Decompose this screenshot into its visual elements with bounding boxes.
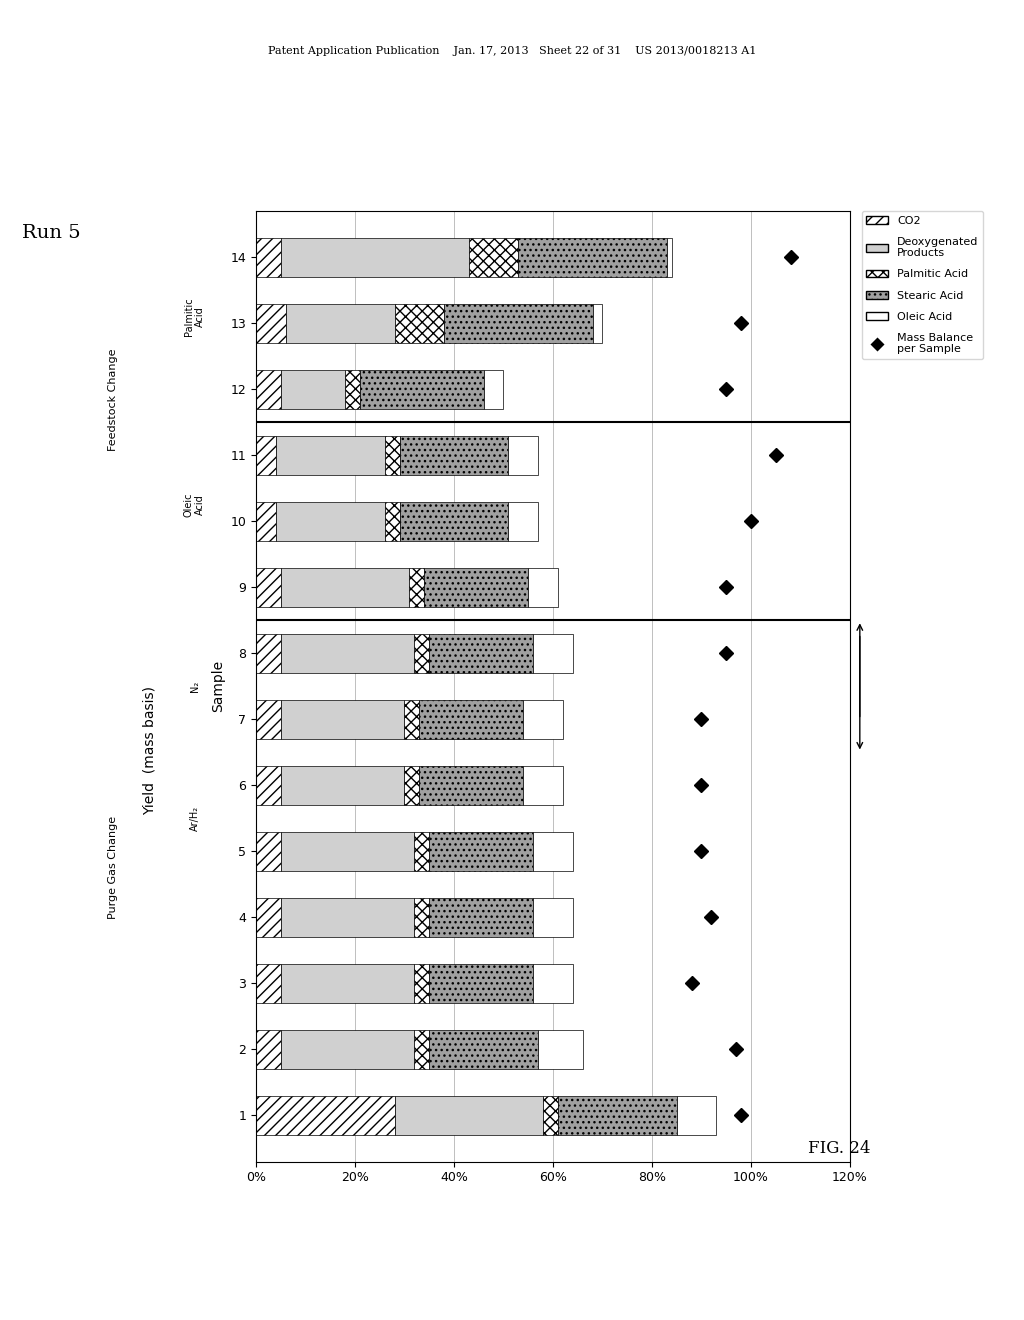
- Mass Balance
per Sample: [720, 579, 732, 595]
- Bar: [275, 436, 385, 475]
- Y-axis label: Sample: Sample: [211, 660, 225, 713]
- Bar: [534, 898, 572, 937]
- Bar: [677, 1096, 717, 1135]
- Mass Balance
per Sample: [770, 447, 782, 463]
- Bar: [404, 766, 420, 805]
- Bar: [534, 634, 572, 673]
- Bar: [399, 436, 508, 475]
- Bar: [558, 1096, 677, 1135]
- Bar: [420, 700, 523, 739]
- Mass Balance
per Sample: [695, 843, 708, 859]
- Bar: [523, 766, 563, 805]
- Bar: [256, 700, 281, 739]
- Bar: [385, 436, 399, 475]
- Bar: [528, 568, 558, 607]
- Mass Balance
per Sample: [784, 249, 797, 265]
- Bar: [256, 832, 281, 871]
- Bar: [523, 700, 563, 739]
- Bar: [286, 304, 394, 343]
- Text: Feedstock Change: Feedstock Change: [108, 348, 118, 450]
- Bar: [667, 238, 672, 277]
- Bar: [256, 634, 281, 673]
- Bar: [444, 304, 593, 343]
- Text: FIG. 24: FIG. 24: [808, 1140, 871, 1156]
- Bar: [281, 700, 404, 739]
- Bar: [281, 964, 415, 1003]
- Mass Balance
per Sample: [720, 645, 732, 661]
- Bar: [281, 370, 345, 409]
- Bar: [415, 964, 429, 1003]
- Bar: [508, 436, 539, 475]
- Bar: [256, 238, 281, 277]
- Bar: [256, 766, 281, 805]
- Bar: [469, 238, 518, 277]
- Bar: [385, 502, 399, 541]
- Bar: [429, 964, 534, 1003]
- X-axis label: Yield  (mass basis): Yield (mass basis): [142, 686, 156, 816]
- Bar: [256, 304, 286, 343]
- Bar: [415, 832, 429, 871]
- Bar: [534, 964, 572, 1003]
- Bar: [415, 1030, 429, 1069]
- Bar: [256, 568, 281, 607]
- Bar: [281, 898, 415, 937]
- Text: Patent Application Publication    Jan. 17, 2013   Sheet 22 of 31    US 2013/0018: Patent Application Publication Jan. 17, …: [268, 46, 756, 57]
- Bar: [593, 304, 602, 343]
- Bar: [256, 436, 275, 475]
- Bar: [410, 568, 424, 607]
- Text: N₂: N₂: [189, 681, 200, 692]
- Bar: [508, 502, 539, 541]
- Line: Mass Balance
per Sample: Mass Balance per Sample: [687, 252, 796, 1121]
- Text: Palmitic
Acid: Palmitic Acid: [183, 297, 206, 337]
- Bar: [256, 1096, 394, 1135]
- Legend: CO2, Deoxygenated
Products, Palmitic Acid, Stearic Acid, Oleic Acid, Mass Balanc: CO2, Deoxygenated Products, Palmitic Aci…: [862, 211, 983, 359]
- Bar: [275, 502, 385, 541]
- Bar: [256, 370, 281, 409]
- Mass Balance
per Sample: [706, 909, 718, 925]
- Bar: [281, 832, 415, 871]
- Text: Purge Gas Change: Purge Gas Change: [108, 816, 118, 920]
- Text: Oleic
Acid: Oleic Acid: [183, 492, 206, 517]
- Bar: [429, 1030, 539, 1069]
- Bar: [281, 568, 410, 607]
- Bar: [534, 832, 572, 871]
- Bar: [420, 766, 523, 805]
- Bar: [483, 370, 504, 409]
- Bar: [429, 634, 534, 673]
- Mass Balance
per Sample: [720, 381, 732, 397]
- Bar: [539, 1030, 583, 1069]
- Bar: [543, 1096, 558, 1135]
- Bar: [415, 634, 429, 673]
- Bar: [394, 304, 444, 343]
- Mass Balance
per Sample: [730, 1041, 742, 1057]
- Bar: [281, 766, 404, 805]
- Bar: [256, 898, 281, 937]
- Bar: [281, 634, 415, 673]
- Bar: [281, 238, 469, 277]
- Mass Balance
per Sample: [735, 1107, 748, 1123]
- Text: Run 5: Run 5: [22, 224, 81, 243]
- Mass Balance
per Sample: [695, 711, 708, 727]
- Bar: [360, 370, 483, 409]
- Text: Ar/H₂: Ar/H₂: [189, 805, 200, 832]
- Bar: [404, 700, 420, 739]
- Bar: [518, 238, 667, 277]
- Mass Balance
per Sample: [695, 777, 708, 793]
- Mass Balance
per Sample: [685, 975, 697, 991]
- Bar: [394, 1096, 543, 1135]
- Bar: [256, 964, 281, 1003]
- Bar: [429, 832, 534, 871]
- Bar: [256, 502, 275, 541]
- Bar: [424, 568, 528, 607]
- Mass Balance
per Sample: [735, 315, 748, 331]
- Bar: [415, 898, 429, 937]
- Mass Balance
per Sample: [744, 513, 757, 529]
- Bar: [345, 370, 360, 409]
- Bar: [281, 1030, 415, 1069]
- Bar: [399, 502, 508, 541]
- Bar: [256, 1030, 281, 1069]
- Bar: [429, 898, 534, 937]
